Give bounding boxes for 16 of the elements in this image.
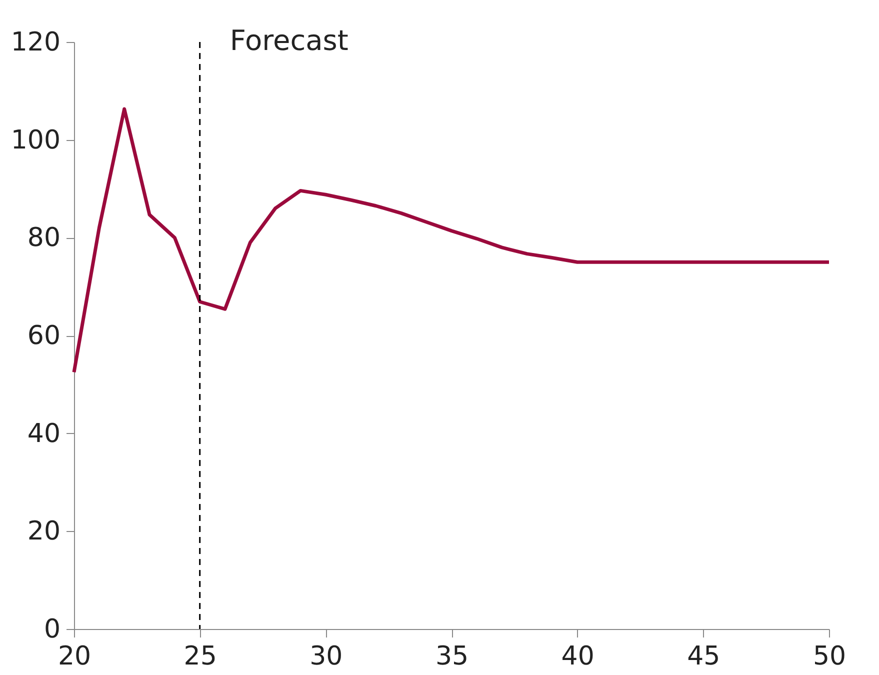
x-tick-label: 45 (687, 642, 720, 672)
y-tick-label: 20 (27, 516, 60, 547)
x-tick-label: 20 (58, 642, 92, 672)
x-tick-label: 35 (435, 642, 469, 672)
x-tick-label: 40 (561, 642, 594, 672)
y-tick-label: 100 (10, 125, 60, 156)
ref-line-label: Forecast (230, 24, 348, 57)
y-tick-label: 80 (27, 223, 60, 254)
x-tick-label: 50 (812, 642, 846, 672)
x-tick-label: 30 (310, 642, 343, 672)
line-series (72, 107, 831, 374)
y-tick-label: 120 (10, 28, 60, 58)
y-tick-label: 40 (27, 418, 60, 449)
x-tick-label: 25 (184, 642, 217, 672)
y-tick-label: 0 (44, 614, 60, 644)
y-tick-label: 60 (27, 321, 60, 351)
